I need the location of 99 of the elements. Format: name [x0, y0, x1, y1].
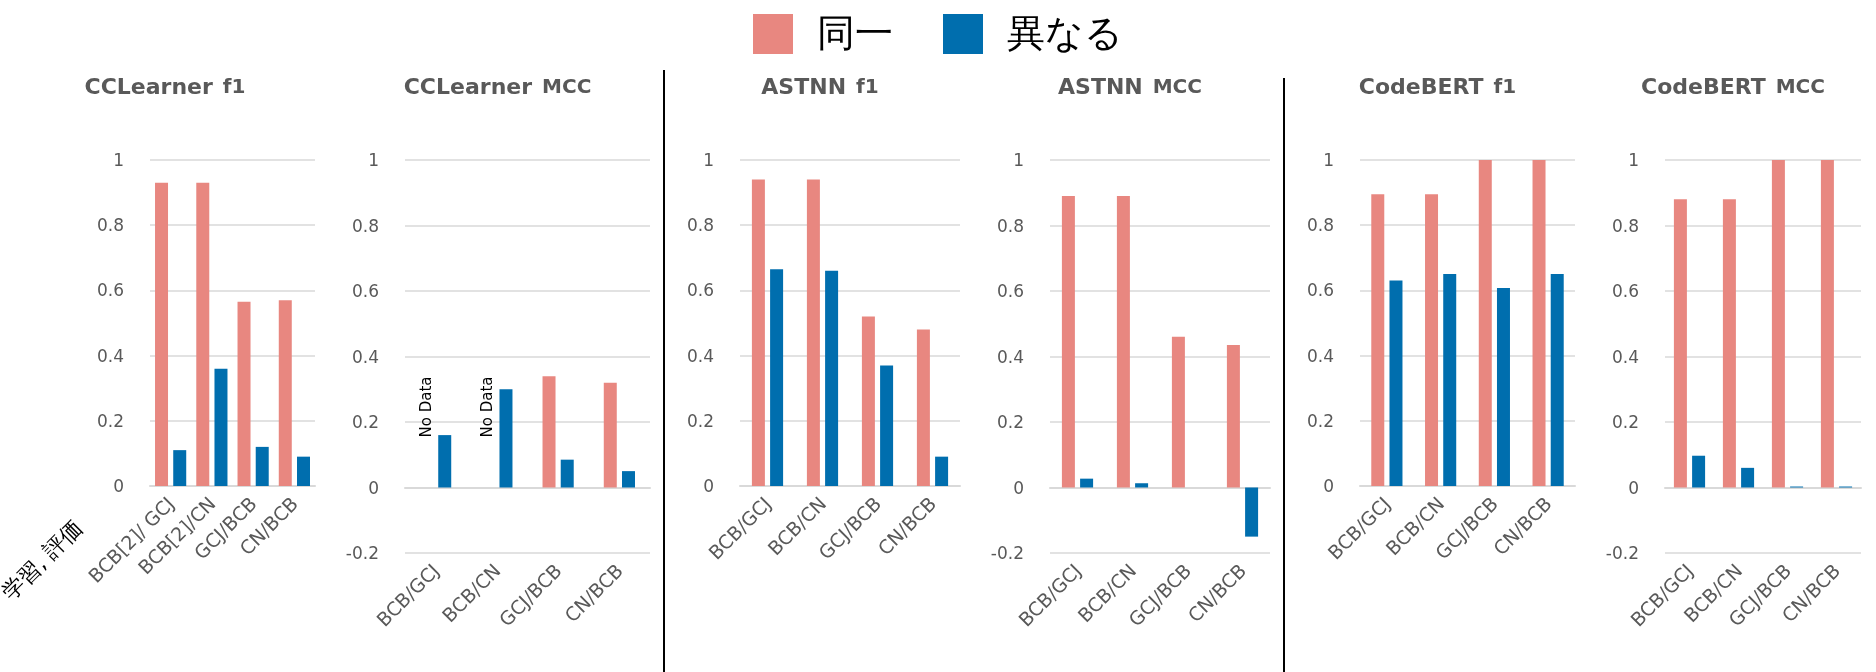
- y-tick-label: 0.2: [686, 410, 714, 431]
- chart-subtitle: MCC: [542, 74, 592, 98]
- chart-title: CodeBERT: [1641, 73, 1766, 99]
- y-tick-label: 1: [703, 150, 714, 170]
- bar: [173, 450, 187, 486]
- bar: [770, 269, 784, 486]
- x-axis-title: 学習, 評価: [0, 515, 87, 605]
- bar: [935, 456, 949, 486]
- y-tick-label: 0.2: [1611, 412, 1639, 432]
- y-tick-label: 0: [1628, 477, 1639, 498]
- chart-subtitle: f1: [856, 74, 879, 98]
- bar: [1443, 274, 1457, 486]
- y-tick-label: 1: [1628, 150, 1639, 170]
- bar: [542, 376, 556, 488]
- bar: [1116, 196, 1130, 488]
- bar: [1820, 160, 1834, 488]
- y-tick-label: 0.8: [996, 215, 1024, 236]
- bar: [196, 182, 210, 486]
- legend-label: 同一: [817, 10, 893, 57]
- y-tick-label: -0.2: [345, 543, 379, 563]
- bar: [916, 329, 930, 486]
- bar: [1673, 199, 1687, 488]
- bar: [880, 365, 894, 486]
- y-tick-label: 1: [1013, 150, 1024, 170]
- chart-subtitle: MCC: [1775, 74, 1825, 98]
- y-tick-label: 0.4: [1306, 345, 1334, 366]
- bar: [1478, 160, 1492, 486]
- bar: [751, 179, 765, 486]
- y-tick-label: -0.2: [990, 543, 1024, 563]
- bar: [499, 389, 513, 488]
- bar: [825, 270, 839, 486]
- bar: [1722, 199, 1736, 488]
- y-tick-label: 0.2: [96, 410, 124, 431]
- y-tick-label: 0: [1323, 476, 1334, 496]
- chart-subtitle: MCC: [1152, 74, 1202, 98]
- y-tick-label: 0.6: [996, 281, 1024, 301]
- bar: [1692, 455, 1706, 488]
- y-tick-label: 0.2: [1306, 410, 1334, 431]
- chart-title: ASTNN: [1058, 73, 1143, 99]
- bar: [296, 456, 310, 486]
- y-tick-label: 0.6: [686, 280, 714, 301]
- bar: [1771, 160, 1785, 488]
- bar: [1741, 467, 1755, 488]
- y-tick-label: -0.2: [1605, 543, 1639, 563]
- y-tick-label: 0.2: [351, 412, 379, 432]
- bar: [1080, 478, 1094, 488]
- chart-subtitle: f1: [222, 74, 246, 98]
- y-tick-label: 1: [368, 150, 379, 170]
- y-tick-label: 1: [113, 150, 124, 170]
- bar: [1371, 194, 1385, 486]
- y-tick-label: 0.4: [686, 345, 714, 366]
- y-tick-label: 0: [113, 476, 124, 496]
- y-tick-label: 0.8: [96, 215, 124, 236]
- y-tick-label: 0: [703, 476, 714, 496]
- bar: [155, 182, 169, 486]
- y-tick-label: 0.8: [686, 215, 714, 236]
- bar: [621, 471, 635, 488]
- y-tick-label: 0.6: [96, 280, 124, 301]
- y-tick-label: 0.4: [996, 346, 1024, 367]
- y-tick-label: 1: [1323, 150, 1334, 170]
- bar: [255, 446, 269, 486]
- y-tick-label: 0.4: [351, 346, 379, 367]
- y-tick-label: 0.2: [996, 412, 1024, 432]
- bar: [861, 316, 875, 486]
- chart-subtitle: f1: [1493, 74, 1517, 98]
- y-tick-label: 0.8: [351, 215, 379, 236]
- y-tick-label: 0.6: [1611, 281, 1639, 301]
- annotation: No Data: [477, 376, 496, 438]
- bar: [1532, 160, 1546, 486]
- bar: [1425, 194, 1439, 486]
- y-tick-label: 0.6: [351, 281, 379, 301]
- bar: [278, 300, 292, 486]
- bar: [1245, 487, 1259, 537]
- y-tick-label: 0: [1013, 477, 1024, 498]
- bar: [1496, 288, 1510, 486]
- bar: [1171, 336, 1185, 488]
- y-tick-label: 0.4: [1611, 346, 1639, 367]
- annotation: No Data: [416, 376, 435, 438]
- bar: [237, 301, 251, 486]
- legend-label: 異なる: [1007, 10, 1123, 57]
- y-tick-label: 0.8: [1306, 215, 1334, 236]
- bar: [806, 179, 820, 486]
- bar: [1389, 280, 1403, 486]
- bar: [560, 459, 574, 488]
- chart-title: CodeBERT: [1358, 73, 1484, 99]
- bar: [1135, 483, 1149, 488]
- y-tick-label: 0.8: [1611, 215, 1639, 236]
- bar: [1550, 274, 1564, 486]
- chart-title: ASTNN: [761, 73, 847, 99]
- y-tick-label: 0: [368, 477, 379, 498]
- chart-title: CCLearner: [84, 73, 214, 99]
- bar: [1061, 196, 1075, 488]
- bar: [214, 368, 228, 486]
- bar: [1226, 345, 1240, 488]
- y-tick-label: 0.6: [1306, 280, 1334, 301]
- bar: [603, 382, 617, 488]
- y-tick-label: 0.4: [96, 345, 124, 366]
- bar: [438, 435, 452, 488]
- chart-title: CCLearner: [403, 73, 533, 99]
